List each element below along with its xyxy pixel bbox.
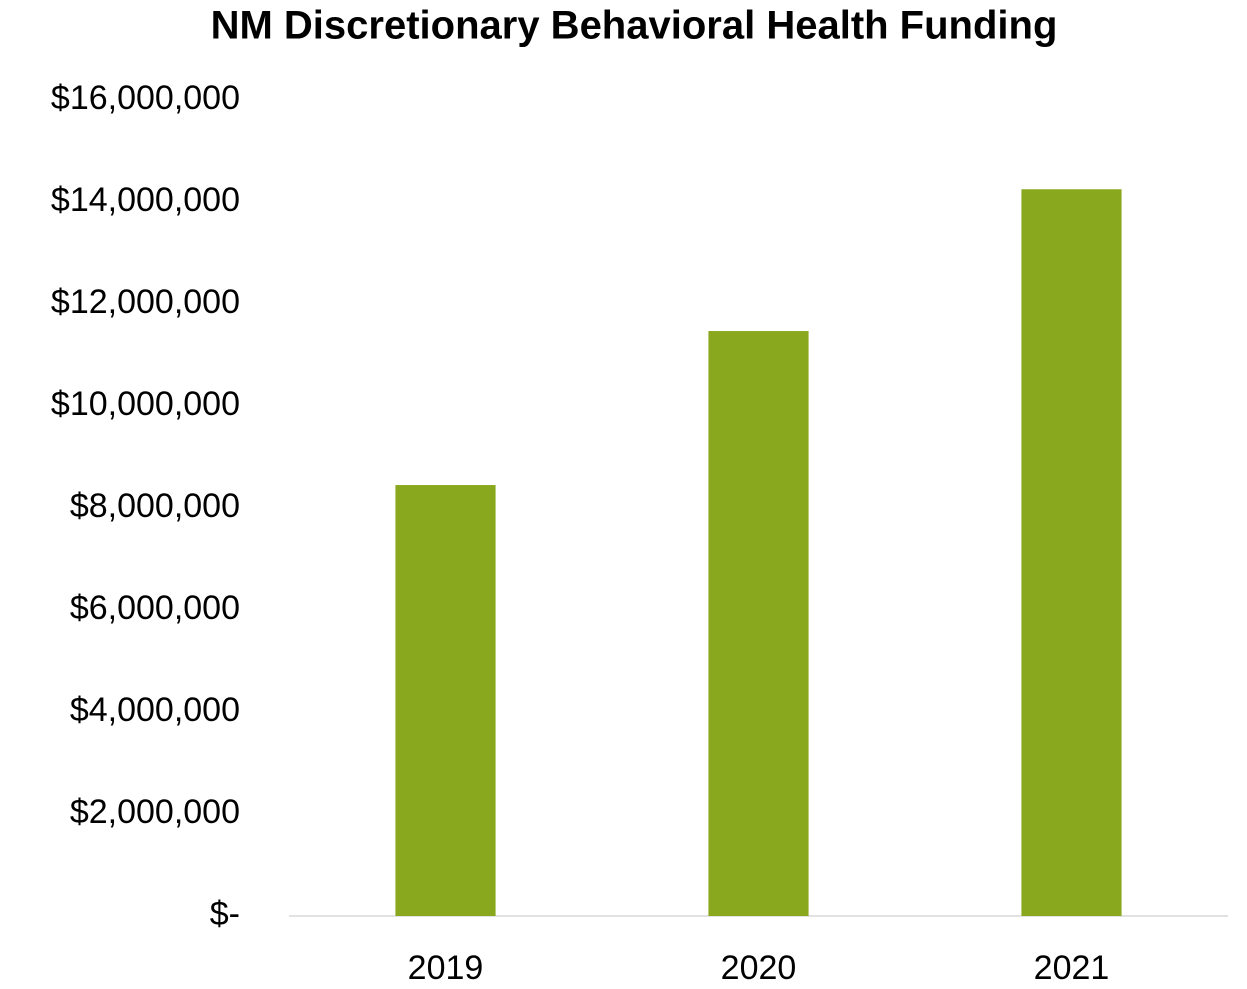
y-tick-label: $10,000,000: [51, 385, 240, 423]
y-tick-label: $6,000,000: [70, 589, 240, 627]
y-tick-label: $4,000,000: [70, 691, 240, 729]
y-tick-label: $14,000,000: [51, 181, 240, 219]
x-tick-label: 2019: [408, 949, 484, 987]
chart-title: NM Discretionary Behavioral Health Fundi…: [211, 4, 1058, 48]
bar: [708, 331, 809, 916]
y-tick-label: $-: [210, 895, 240, 933]
bar: [1021, 189, 1122, 916]
y-tick-label: $12,000,000: [51, 283, 240, 321]
bar: [395, 485, 496, 916]
y-tick-label: $16,000,000: [51, 79, 240, 117]
x-tick-label: 2020: [721, 949, 797, 987]
y-tick-label: $2,000,000: [70, 793, 240, 831]
y-tick-label: $8,000,000: [70, 487, 240, 525]
x-tick-label: 2021: [1034, 949, 1110, 987]
